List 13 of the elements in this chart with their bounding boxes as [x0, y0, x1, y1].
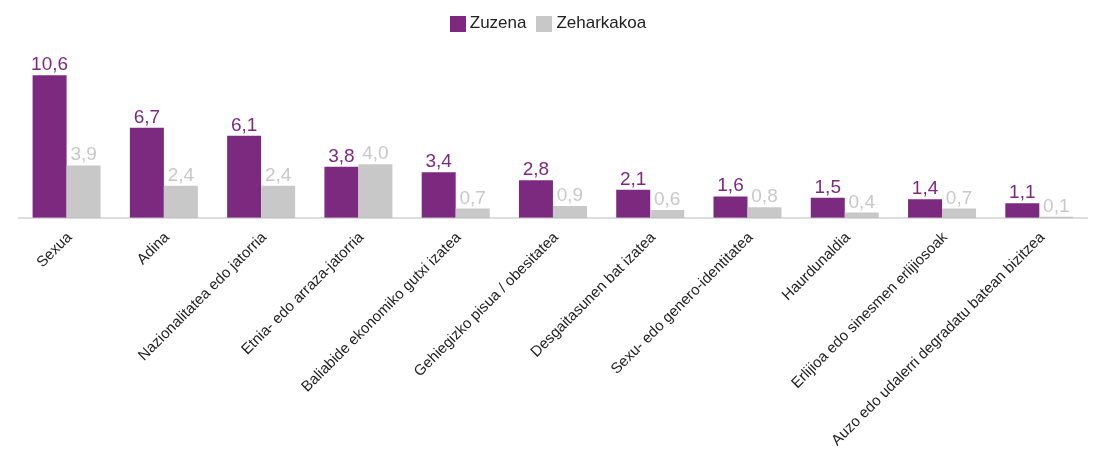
- data-label: 1,4: [911, 177, 939, 199]
- data-label: 6,7: [133, 105, 161, 127]
- data-label: 3,4: [425, 150, 453, 172]
- data-label: 10,6: [31, 53, 69, 75]
- data-label: 2,1: [620, 167, 647, 189]
- data-label: 1,5: [814, 175, 841, 197]
- data-label: 1,6: [717, 174, 744, 196]
- data-label: 6,1: [230, 113, 258, 135]
- legend-label: Zuzena: [469, 13, 527, 32]
- data-label: 3,8: [328, 144, 355, 166]
- data-label: 1,1: [1009, 181, 1036, 203]
- legend-label: Zeharkakoa: [556, 13, 647, 32]
- data-label: 2,8: [522, 158, 550, 180]
